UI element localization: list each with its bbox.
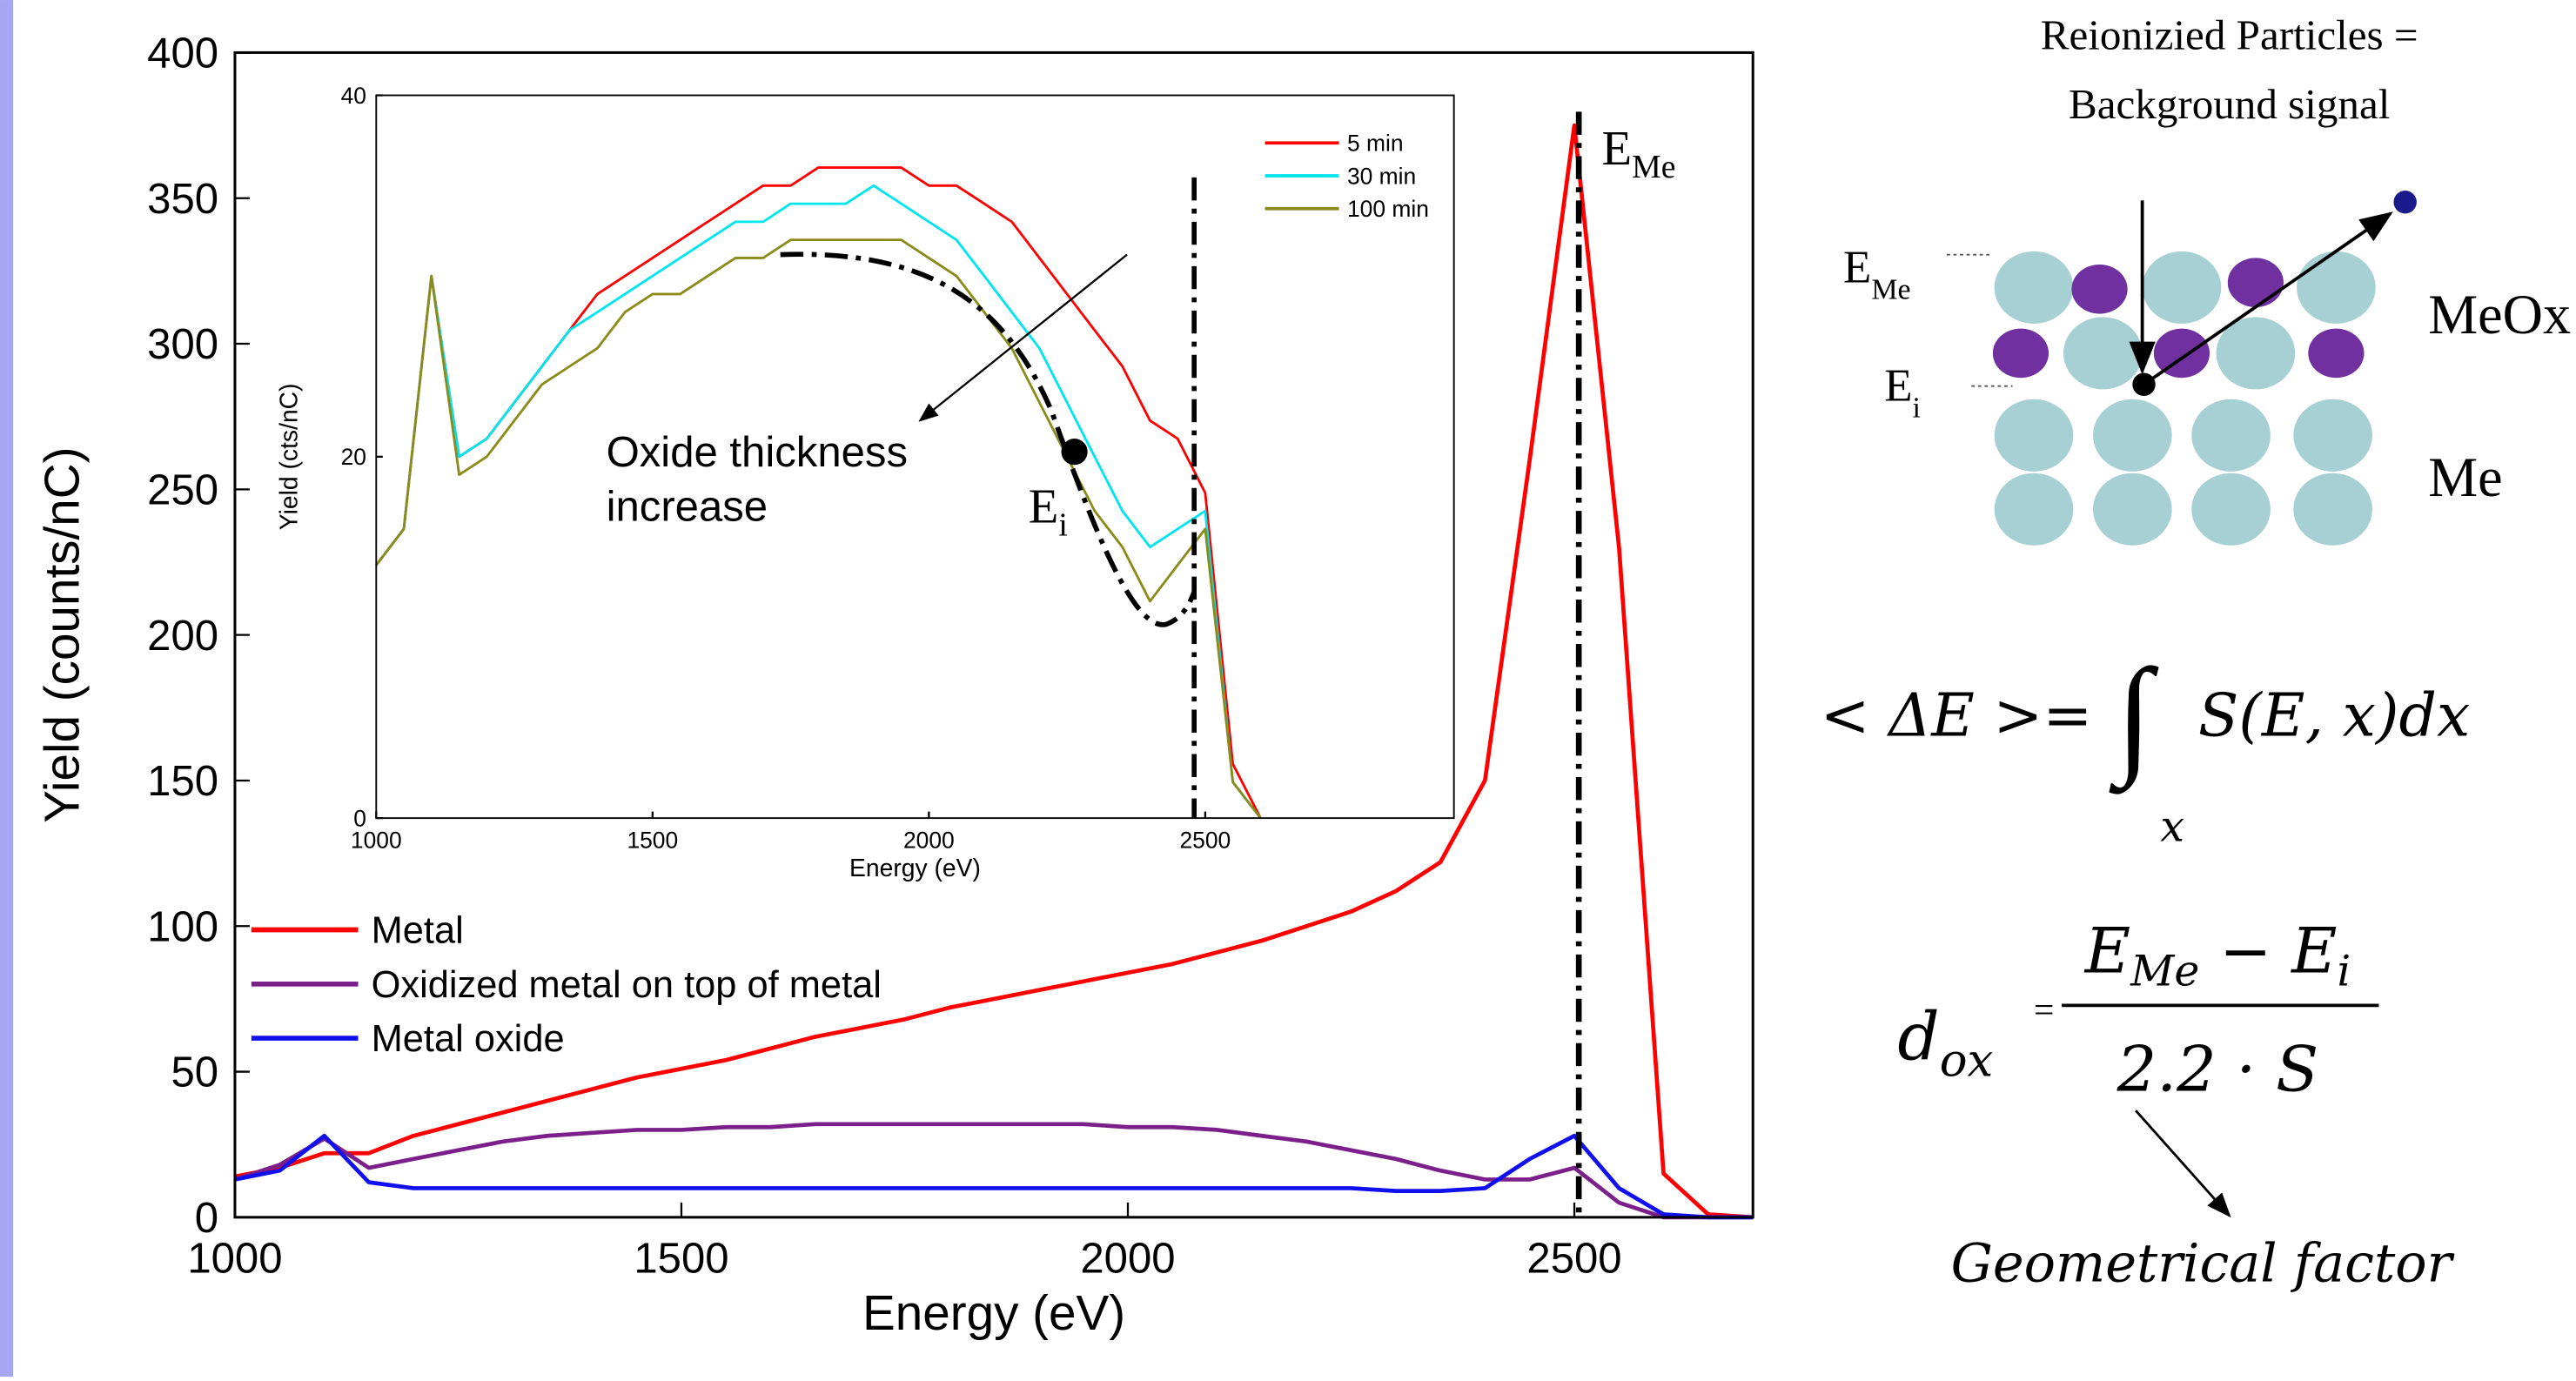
y-tick-label: 50 (171, 1049, 218, 1096)
atoms (1994, 251, 2376, 546)
side-strip (0, 0, 14, 1377)
annotation: Oxide thickness (607, 429, 908, 476)
x-tick-label: 2500 (1180, 827, 1231, 853)
legend-label: Metal oxide (372, 1018, 565, 1060)
f: ox (1940, 1035, 1994, 1088)
legend-label: 5 min (1347, 131, 1404, 157)
y-tick-label: 200 (147, 613, 218, 660)
legend-label: Oxidized metal on top of metal (372, 964, 882, 1006)
series-line (234, 1133, 1754, 1220)
formula: < ΔE >= (1821, 682, 2093, 751)
formula: = (2034, 989, 2054, 1029)
ann-sub: Me (1632, 149, 1675, 185)
annotation: EMe (1602, 122, 1676, 185)
oxygen (1992, 258, 2365, 379)
ann-base: E (1602, 122, 1633, 176)
e-i-label: Ei (1884, 361, 1921, 425)
formula: dox (1897, 999, 1993, 1088)
plot-frame (233, 50, 1754, 1219)
diagram-title: Background signal (2069, 80, 2390, 128)
layer-label: MeOx (2428, 284, 2571, 345)
series-line (234, 123, 1754, 1220)
x-tick-label: 1000 (351, 827, 402, 853)
y-tick-label: 20 (341, 444, 366, 470)
plot-frame (375, 94, 1455, 820)
x-tick-label: 2500 (1526, 1236, 1621, 1283)
arrow (2135, 1109, 2231, 1218)
x-tick-label: 2000 (1080, 1236, 1175, 1283)
y-tick-label: 400 (147, 30, 218, 77)
y-axis-title: Yield (counts/nC) (36, 447, 91, 823)
y-axis-title: Yield (cts/nC) (275, 383, 303, 530)
annotation: increase (607, 483, 768, 530)
formula: x (2160, 801, 2184, 852)
legend-label: 100 min (1347, 196, 1429, 222)
e-base: E (1884, 361, 1912, 412)
particle (2132, 372, 2156, 396)
note: Geometrical factor (1951, 1233, 2455, 1294)
f: d (1897, 999, 1939, 1076)
legend-label: Metal (372, 910, 464, 952)
legend-label: 30 min (1347, 163, 1416, 189)
x-tick-label: 1500 (634, 1236, 728, 1283)
e-base: E (1843, 243, 1871, 293)
e-sub: i (1913, 392, 1921, 425)
arrow (918, 253, 1128, 422)
arrow (2143, 211, 2393, 386)
f: i (2337, 946, 2351, 996)
y-tick-label: 350 (147, 176, 218, 223)
e-me-label: EMe (1843, 243, 1911, 306)
x-tick-label: 2000 (903, 827, 955, 853)
ann-base: E (1029, 479, 1059, 533)
formula: S(E, x)dx (2198, 682, 2470, 751)
x-tick-label: 1500 (627, 827, 678, 853)
x-axis-title: Energy (eV) (849, 854, 981, 882)
y-tick-label: 100 (147, 903, 218, 950)
formula: ∫ (2109, 641, 2159, 794)
e-sub: Me (1871, 274, 1910, 306)
point (1061, 439, 1088, 466)
inset-bg (376, 95, 1454, 819)
y-tick-label: 150 (147, 758, 218, 805)
x-tick-label: 1000 (187, 1236, 282, 1283)
diagram-title: Reionizied Particles = (2041, 11, 2418, 59)
formula: 2.2 · S (2116, 1033, 2319, 1106)
particle (2393, 191, 2417, 214)
y-tick-label: 0 (353, 805, 366, 831)
y-tick-label: 300 (147, 321, 218, 368)
series-line (234, 1122, 1754, 1220)
f: Me (2130, 946, 2199, 996)
chart: 0 20 40 1000 1500 2000 2500 Energy (eV) Yield (c… (275, 83, 1455, 882)
formula: EMe − Ei (2083, 915, 2351, 996)
f: − E (2199, 915, 2337, 988)
y-tick-label: 0 (195, 1195, 218, 1242)
series-line (375, 184, 1262, 819)
x-axis-title: Energy (eV) (862, 1286, 1125, 1341)
f: E (2083, 915, 2130, 988)
series-line (375, 238, 1262, 819)
y-tick-label: 250 (147, 467, 218, 514)
annotation: Ei (1029, 479, 1068, 543)
y-tick-label: 40 (341, 83, 366, 109)
ann-sub: i (1058, 506, 1068, 543)
layer-label: Me (2428, 446, 2503, 508)
